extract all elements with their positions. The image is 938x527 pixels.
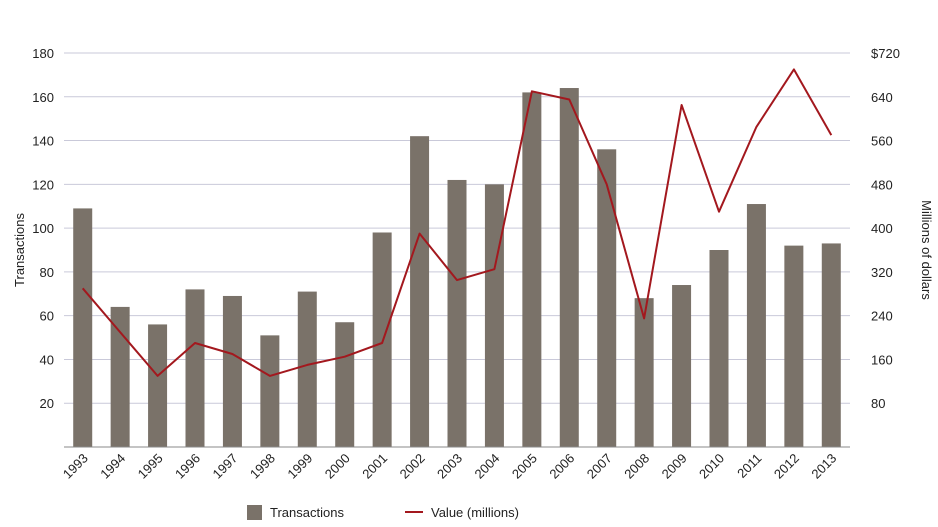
right-tick-label: 400 [871,221,893,236]
x-tick-label: 2012 [771,451,802,482]
transaction-bars [73,88,841,448]
bar-2002 [410,136,430,447]
bar-1997 [222,295,242,447]
left-axis-title: Transactions [12,213,27,287]
x-tick-label: 2010 [696,451,727,482]
bar-2009 [672,285,692,447]
bar-1996 [185,289,205,447]
right-tick-label: 480 [871,177,893,192]
left-tick-label: 180 [32,46,54,61]
x-tick-label: 2005 [509,451,540,482]
bar-2005 [522,92,542,448]
left-tick-label: 60 [40,309,54,324]
right-tick-label: 640 [871,90,893,105]
left-tick-label: 100 [32,221,54,236]
x-tick-label: 1995 [135,451,166,482]
x-tick-label: 1993 [60,451,91,482]
bar-2008 [634,298,654,447]
bar-2001 [372,232,392,447]
x-tick-label: 1998 [247,451,278,482]
bar-2013 [821,243,841,447]
bar-2003 [447,179,467,447]
right-axis-ticks: 80 160 240 320 400 480 560 640 $720 [871,46,900,411]
x-tick-label: 2002 [397,451,428,482]
right-tick-label: $720 [871,46,900,61]
left-tick-label: 80 [40,265,54,280]
left-tick-label: 40 [40,352,54,367]
right-axis-title: Millions of dollars [919,200,934,300]
x-tick-label: 2013 [808,451,839,482]
x-tick-label: 2011 [734,451,764,481]
left-axis-ticks: 20 40 60 80 100 120 140 160 180 [32,46,54,411]
right-tick-label: 80 [871,396,885,411]
bar-1999 [297,291,317,447]
legend-bar-swatch [247,505,262,520]
right-tick-label: 160 [871,352,893,367]
right-tick-label: 320 [871,265,893,280]
bar-1994 [110,306,130,447]
left-tick-label: 120 [32,177,54,192]
right-tick-label: 240 [871,309,893,324]
bar-1993 [73,208,93,447]
bar-2000 [335,322,355,447]
x-tick-label: 1996 [172,451,203,482]
bar-2012 [784,245,804,447]
x-tick-label: 2001 [359,451,390,482]
bar-1998 [260,335,280,447]
value-line [81,68,833,377]
x-tick-label: 1999 [284,451,315,482]
bar-2010 [709,250,729,447]
legend-value-label: Value (millions) [431,505,519,520]
left-tick-label: 20 [40,396,54,411]
x-tick-label: 2007 [584,451,615,482]
x-tick-label: 2009 [659,451,690,482]
bar-2006 [559,88,579,448]
bar-2007 [597,149,617,448]
x-tick-label: 1997 [209,451,240,482]
x-tick-label: 2004 [471,451,502,482]
x-tick-label: 2003 [434,451,465,482]
right-tick-label: 560 [871,134,893,149]
bar-2011 [746,204,766,447]
x-tick-label: 2006 [546,451,577,482]
legend-transactions-label: Transactions [270,505,344,520]
bar-2004 [484,184,504,448]
x-axis-ticks: 1993 1994 1995 1996 1997 1998 1999 2000 2001 2002… [60,451,840,482]
bar-1995 [148,324,168,447]
x-tick-label: 1994 [97,451,128,482]
legend: Transactions Value (millions) [247,505,519,520]
left-tick-label: 160 [32,90,54,105]
x-tick-label: 2000 [322,451,353,482]
left-tick-label: 140 [32,134,54,149]
x-tick-label: 2008 [621,451,652,482]
